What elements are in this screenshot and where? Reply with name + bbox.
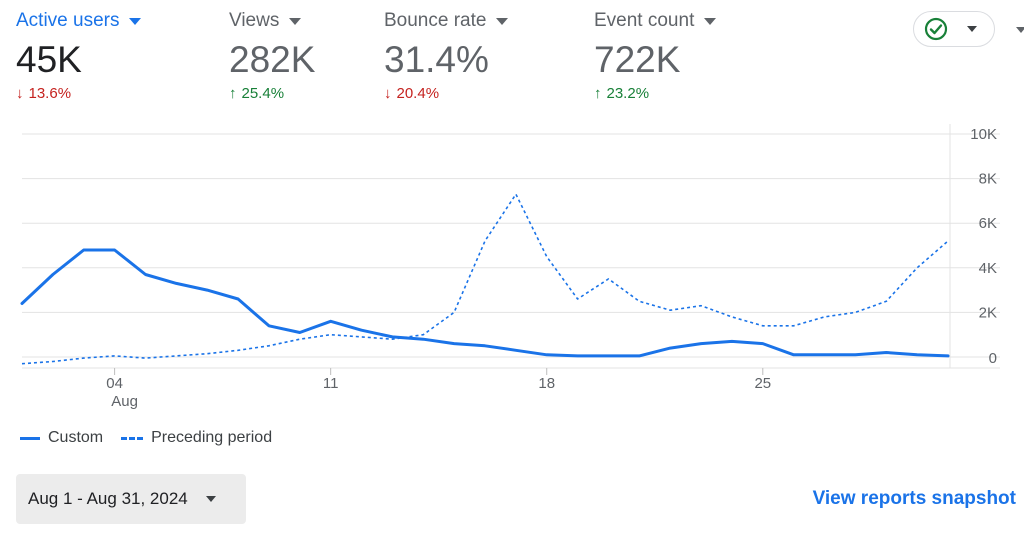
y-tick-label: 0	[989, 350, 997, 367]
metric-delta: ↓ 20.4%	[384, 85, 508, 102]
metric-label: Views	[229, 10, 280, 31]
metric-delta: ↑ 23.2%	[594, 85, 716, 102]
view-reports-snapshot-link[interactable]: View reports snapshot	[812, 488, 1016, 509]
metric-views[interactable]: Views 282K ↑ 25.4%	[229, 8, 315, 102]
arrow-up-icon: ↑	[229, 85, 237, 102]
x-tick-sublabel: Aug	[111, 393, 138, 410]
y-tick-label: 8K	[979, 171, 997, 188]
y-tick-label: 2K	[979, 304, 997, 321]
metric-header[interactable]: Event count	[594, 8, 717, 34]
arrow-down-icon: ↓	[384, 85, 392, 102]
x-tick-label: 04	[106, 375, 123, 392]
metric-label: Active users	[16, 10, 120, 31]
metric-bounce-rate[interactable]: Bounce rate 31.4% ↓ 20.4%	[384, 8, 509, 102]
legend-swatch-solid	[20, 436, 40, 440]
metric-value: 45K	[16, 39, 82, 80]
metric-delta: ↑ 25.4%	[229, 85, 315, 102]
metric-event-count[interactable]: Event count 722K ↑ 23.2%	[594, 8, 717, 102]
dropdown-caret-icon	[704, 17, 717, 25]
metric-label: Event count	[594, 10, 695, 31]
legend-label-custom: Custom	[48, 429, 104, 446]
metric-active-users[interactable]: Active users 45K ↓ 13.6%	[16, 8, 142, 102]
arrow-down-icon: ↓	[16, 85, 24, 102]
y-tick-label: 6K	[979, 215, 997, 232]
insights-status-button[interactable]	[913, 11, 995, 47]
overflow-caret-icon[interactable]	[1016, 27, 1024, 33]
delta-value: 20.4%	[396, 85, 440, 102]
dropdown-caret-icon	[205, 496, 216, 502]
chart-legend: Custom Preceding period	[20, 429, 272, 447]
metric-header[interactable]: Views	[229, 8, 315, 34]
metric-value: 722K	[594, 39, 681, 80]
dropdown-caret-icon	[129, 17, 142, 25]
series-line-custom	[20, 248, 950, 358]
metric-value: 282K	[229, 39, 316, 80]
metric-header[interactable]: Active users	[16, 8, 142, 34]
delta-value: 23.2%	[606, 85, 650, 102]
dropdown-caret-icon	[496, 17, 509, 25]
series-line-preceding-period	[21, 193, 949, 365]
metric-delta: ↓ 13.6%	[16, 85, 141, 102]
y-tick-label: 10K	[970, 126, 997, 143]
date-range-selector[interactable]: Aug 1 - Aug 31, 2024	[16, 474, 246, 524]
y-tick-label: 4K	[979, 260, 997, 277]
metric-label: Bounce rate	[384, 10, 487, 31]
metric-header[interactable]: Bounce rate	[384, 8, 509, 34]
legend-swatch-dashed	[121, 436, 144, 440]
delta-value: 25.4%	[241, 85, 285, 102]
date-range-label: Aug 1 - Aug 31, 2024	[28, 489, 188, 508]
arrow-up-icon: ↑	[594, 85, 602, 102]
x-tick-label: 25	[754, 375, 771, 392]
dropdown-caret-icon	[289, 17, 302, 25]
delta-value: 13.6%	[28, 85, 72, 102]
metric-value: 31.4%	[384, 39, 489, 80]
check-circle-icon	[924, 17, 948, 41]
x-tick-label: 18	[538, 375, 555, 392]
chevron-down-icon	[967, 26, 977, 32]
x-tick-label: 11	[323, 375, 339, 392]
legend-label-preceding: Preceding period	[151, 429, 273, 446]
